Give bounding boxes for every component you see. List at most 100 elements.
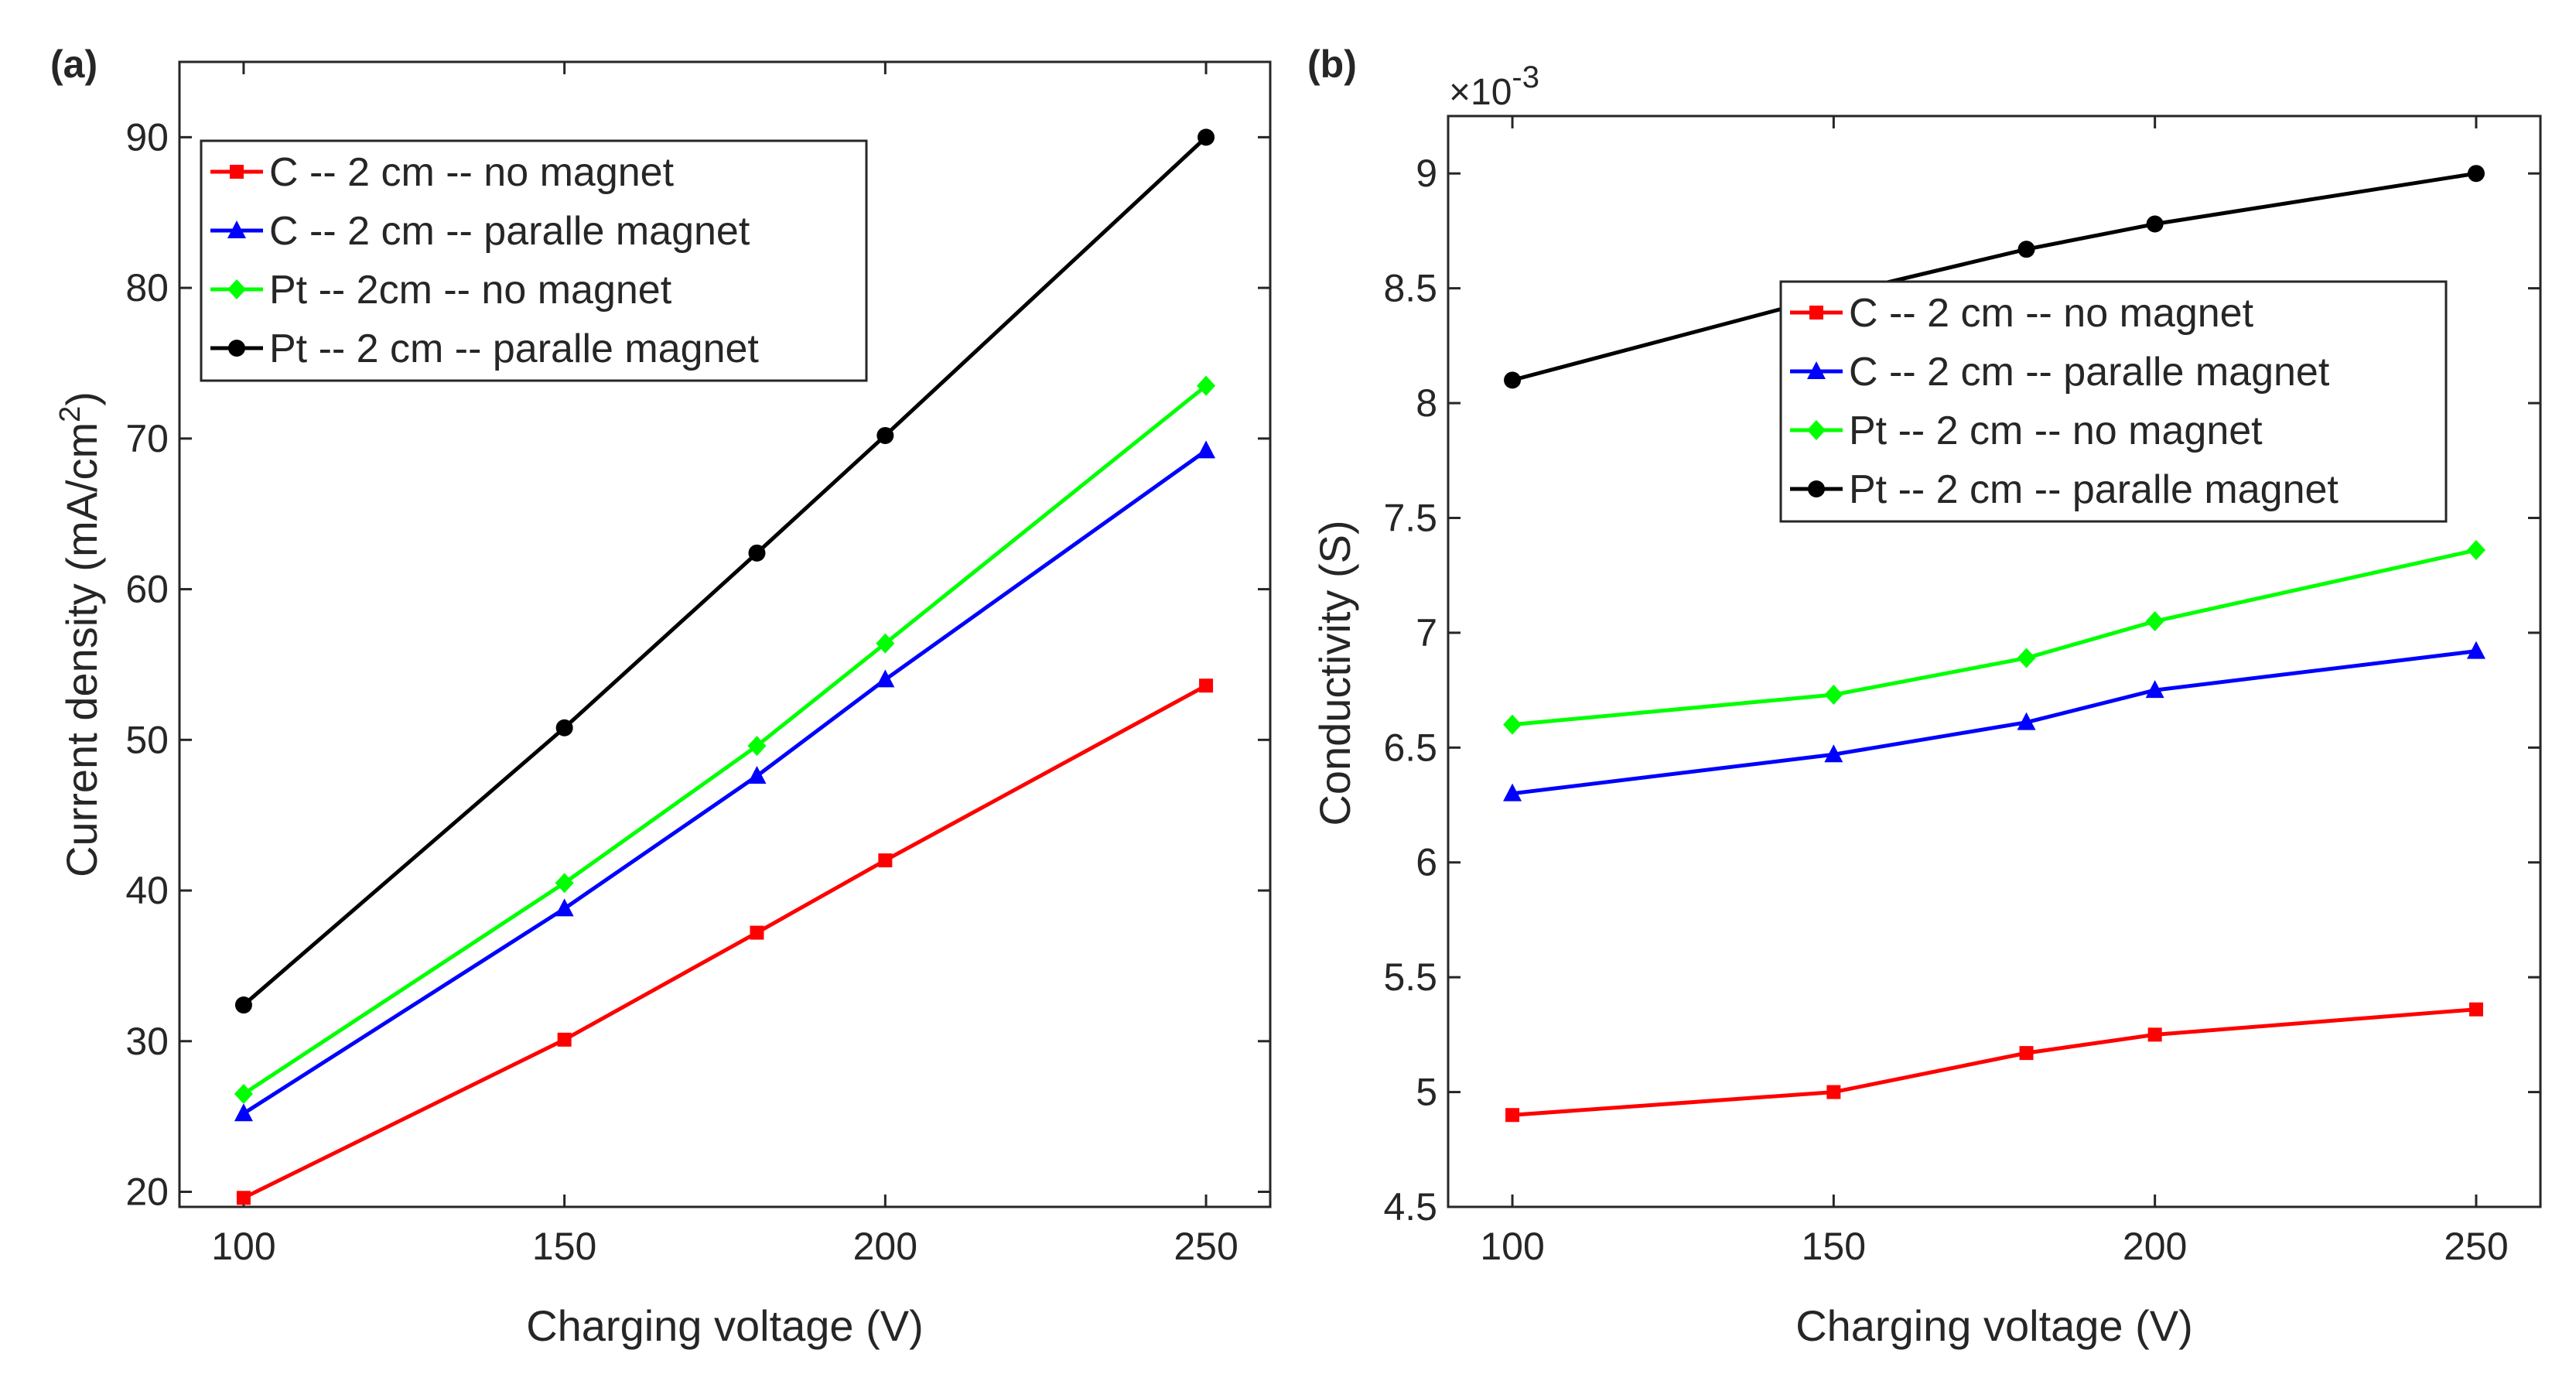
panel-a-legend-marker-c-2-cm-no-magnet [230,165,244,179]
panel-b-data-point-pt-2-cm-no-magnet [1503,714,1522,735]
panel-b-y-tick-label: 6.5 [1383,726,1437,769]
panel-b-multiplier-exp: -3 [1512,60,1539,94]
panel-a-data-point-pt-2cm-no-magnet [747,736,767,757]
panel-b-data-point-c-2-cm-paralle-magnet [2017,712,2036,730]
panel-b-y-tick-label: 5.5 [1383,955,1437,999]
panel-a-legend-label-pt-2-cm-paralle-magnet: Pt -- 2 cm -- paralle magnet [269,326,759,371]
panel-a-y-tick-label: 80 [125,266,169,309]
panel-a-data-point-pt-2-cm-paralle-magnet [876,426,894,444]
panel-a-data-point-c-2-cm-no-magnet [878,853,893,868]
panel-b-axes-box [1447,114,2542,1208]
panel-b-legend-marker-c-2-cm-paralle-magnet [1807,361,1826,379]
panel-a-y-label-sup: 2 [54,406,87,422]
panel-b-x-axis-label: Charging voltage (V) [1795,1301,2193,1350]
panel-b-legend-marker-c-2-cm-no-magnet [1809,306,1823,320]
panel-a-data-point-c-2-cm-no-magnet [557,1032,572,1047]
panel-b-y-tick-label: 7 [1416,611,1437,655]
panel-a-data-point-pt-2-cm-paralle-magnet [748,544,766,562]
panel-a-legend-marker-pt-2-cm-paralle-magnet [228,340,245,357]
panel-b-data-point-pt-2-cm-no-magnet [2145,611,2164,632]
panel-a-data-point-pt-2cm-no-magnet [876,633,895,654]
panel-a-legend-label-c-2-cm-no-magnet: C -- 2 cm -- no magnet [269,150,675,195]
panel-a-x-tick-label: 250 [1174,1225,1238,1268]
panel-a-data-point-c-2-cm-no-magnet [1199,678,1214,693]
panel-b-data-point-c-2-cm-no-magnet [1826,1085,1841,1099]
panel-b-y-tick-label: 4.5 [1383,1185,1437,1229]
panel-b-legend: C -- 2 cm -- no magnet C -- 2 cm -- paral… [1779,280,2448,523]
panel-b-data-point-pt-2-cm-no-magnet [1824,685,1843,706]
panel-b-legend-label-pt-2-cm-paralle-magnet: Pt -- 2 cm -- paralle magnet [1849,467,2339,512]
panel-b-multiplier: ×10-3 [1449,60,1539,113]
panel-b-y-tick-label: 7.5 [1383,496,1437,539]
panel-a-y-label-main: Current density (mA/cm [57,422,106,877]
panel-a-legend-label-c-2-cm-paralle-magnet: C -- 2 cm -- paralle magnet [269,209,750,254]
panel-a-data-point-pt-2cm-no-magnet [234,1083,253,1104]
panel-b-data-point-pt-2-cm-paralle-magnet [2146,215,2164,233]
panel-a-data-point-pt-2cm-no-magnet [1197,375,1216,396]
panel-a-data-point-c-2-cm-no-magnet [750,925,764,940]
panel-b-legend-marker-pt-2-cm-paralle-magnet [1808,480,1825,497]
panel-a-data-point-c-2-cm-paralle-magnet [555,898,574,917]
panel-a-x-tick-label: 200 [853,1225,917,1268]
panel-a-chart: (a) 100 150 200 250 20 30 40 50 60 70 80 90 Chargin… [50,43,1272,1350]
panel-a-axes-box [178,60,1272,1208]
panel-a-data-point-pt-2-cm-paralle-magnet [1197,128,1215,146]
panel-b-data-point-c-2-cm-paralle-magnet [2145,680,2164,699]
panel-a-data-point-pt-2-cm-paralle-magnet [555,719,573,737]
panel-b-data-point-c-2-cm-no-magnet [2019,1046,2034,1061]
panel-b-data-point-c-2-cm-paralle-magnet [2466,641,2485,659]
panel-b-y-tick-label: 5 [1416,1071,1437,1114]
panel-a-label: (a) [50,43,97,86]
panel-b-legend-label-pt-2-cm-no-magnet: Pt -- 2 cm -- no magnet [1849,408,2263,453]
panel-a-data-point-c-2-cm-paralle-magnet [234,1103,253,1122]
panel-a-series [234,128,1216,1205]
panel-b-legend-marker-pt-2-cm-no-magnet [1807,420,1826,440]
panel-a-y-tick-label: 50 [125,718,169,761]
panel-b-data-point-c-2-cm-no-magnet [2147,1027,2162,1042]
panel-a-x-axis-label: Charging voltage (V) [526,1301,924,1350]
panel-a-legend-marker-c-2-cm-paralle-magnet [227,220,246,238]
panel-b-legend-label-c-2-cm-no-magnet: C -- 2 cm -- no magnet [1849,291,2254,336]
panel-a-y-label-close: ) [57,391,106,406]
panel-a-data-point-c-2-cm-paralle-magnet [876,669,895,688]
panel-a-data-point-c-2-cm-no-magnet [236,1191,251,1205]
panel-b-data-point-pt-2-cm-paralle-magnet [2467,165,2485,183]
panel-b-x-tick-label: 250 [2444,1225,2508,1268]
panel-b-data-point-c-2-cm-no-magnet [2468,1002,2483,1017]
panel-a-y-tick-label: 60 [125,568,169,611]
panel-b-data-point-c-2-cm-paralle-magnet [1503,783,1522,802]
panel-b-legend-box [1779,280,2448,523]
panel-a-legend-marker-pt-2cm-no-magnet [227,279,246,299]
panel-b-y-tick-label: 9 [1416,152,1437,195]
panel-b-label: (b) [1307,43,1357,86]
panel-a-data-point-pt-2cm-no-magnet [555,873,574,894]
panel-a-ticks: 100 150 200 250 20 30 40 50 60 70 80 90 [125,62,1270,1268]
panel-a-data-point-pt-2-cm-paralle-magnet [234,996,252,1014]
panel-b-data-point-pt-2-cm-no-magnet [2466,540,2485,561]
panel-b-y-tick-label: 6 [1416,841,1437,884]
panel-b-chart: (b) ×10-3 100 150 200 250 4.5 5 5.5 6 6.5 7 7.5 8 8.… [1307,43,2542,1350]
panel-a-x-tick-label: 150 [532,1225,596,1268]
panel-b-x-tick-label: 200 [2123,1225,2187,1268]
panel-b-data-point-pt-2-cm-paralle-magnet [2017,241,2035,258]
panel-b-y-axis-label: Conductivity (S) [1310,520,1359,825]
panel-b-ticks: 100 150 200 250 4.5 5 5.5 6 6.5 7 7.5 8 8.5 9 [1383,116,2540,1268]
panel-a-y-axis-label: Current density (mA/cm2) [54,391,106,877]
panel-a-data-point-c-2-cm-paralle-magnet [1197,440,1216,459]
panel-b-multiplier-base: ×10 [1449,72,1512,113]
panel-b-y-tick-label: 8.5 [1383,267,1437,310]
panel-b-data-point-c-2-cm-no-magnet [1505,1108,1520,1123]
panel-b-data-point-pt-2-cm-paralle-magnet [1504,371,1522,389]
panel-a-y-tick-label: 20 [125,1171,169,1214]
panel-a-y-tick-label: 40 [125,869,169,912]
panel-b-x-tick-label: 100 [1480,1225,1544,1268]
panel-b-y-tick-label: 8 [1416,381,1437,425]
panel-a-data-point-c-2-cm-paralle-magnet [747,766,767,784]
panel-b-legend-label-c-2-cm-paralle-magnet: C -- 2 cm -- paralle magnet [1849,350,2330,395]
panel-a-legend: C -- 2 cm -- no magnet C -- 2 cm -- paral… [200,139,868,382]
panel-b-data-point-pt-2-cm-no-magnet [2017,648,2036,668]
panel-a-y-tick-label: 70 [125,417,169,460]
panel-b-x-tick-label: 150 [1802,1225,1866,1268]
panel-a-y-tick-label: 90 [125,115,169,159]
